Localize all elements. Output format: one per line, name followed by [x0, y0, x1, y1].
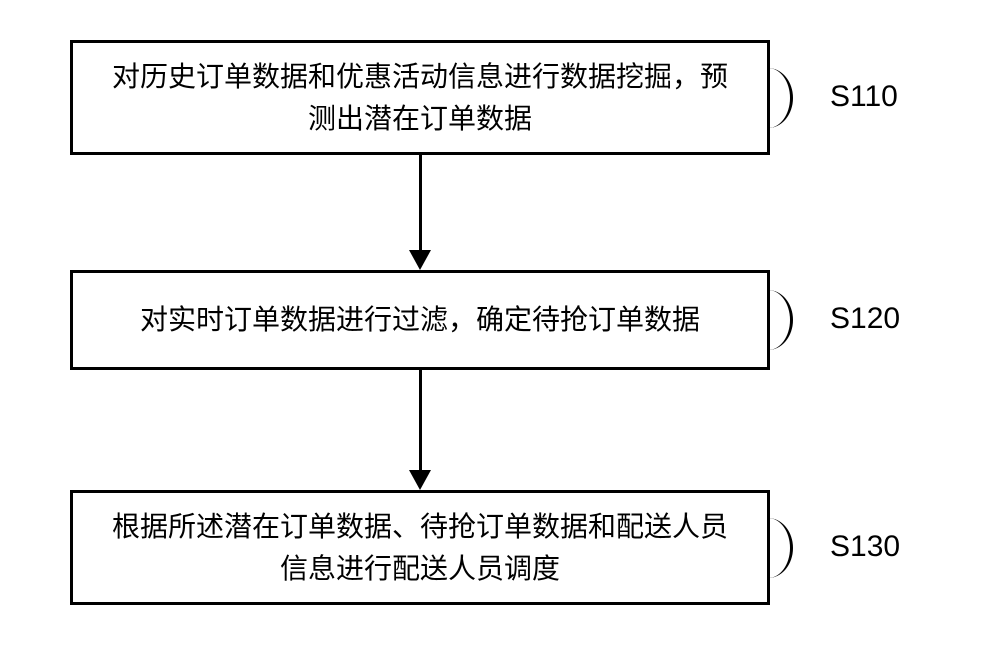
arrow-s120-s130 — [419, 370, 422, 470]
flow-node-s130: 根据所述潜在订单数据、待抢订单数据和配送人员信息进行配送人员调度 — [70, 490, 770, 605]
arrow-head-s110-s120 — [409, 250, 431, 270]
connector-curve-s130 — [743, 518, 793, 578]
flow-label-s120: S120 — [830, 302, 900, 336]
arrow-head-s120-s130 — [409, 470, 431, 490]
connector-curve-s120 — [743, 290, 793, 350]
arrow-s110-s120 — [419, 155, 422, 250]
flowchart-canvas: 对历史订单数据和优惠活动信息进行数据挖掘，预测出潜在订单数据 S110 对实时订单数… — [0, 0, 1000, 656]
flow-label-s110: S110 — [830, 80, 898, 114]
flow-label-s130: S130 — [830, 530, 900, 564]
flow-node-s120: 对实时订单数据进行过滤，确定待抢订单数据 — [70, 270, 770, 370]
flow-node-s110: 对历史订单数据和优惠活动信息进行数据挖掘，预测出潜在订单数据 — [70, 40, 770, 155]
connector-curve-s110 — [743, 68, 793, 128]
